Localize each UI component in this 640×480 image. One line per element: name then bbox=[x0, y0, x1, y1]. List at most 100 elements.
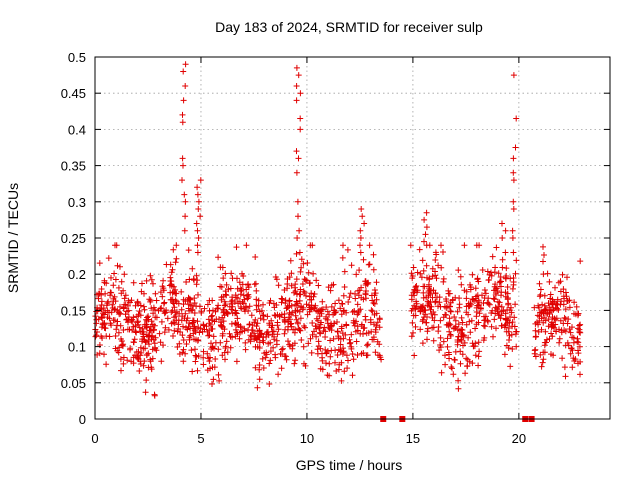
data-point bbox=[575, 360, 581, 367]
data-point bbox=[156, 330, 163, 337]
data-point bbox=[270, 344, 277, 351]
data-point bbox=[475, 362, 482, 369]
data-point bbox=[242, 339, 249, 346]
y-tick-labels: 0 0.05 0.1 0.15 0.2 0.25 0.3 0.35 0.4 0.45 0.5 bbox=[61, 50, 86, 427]
data-point bbox=[467, 301, 474, 308]
data-point bbox=[345, 357, 351, 364]
data-point bbox=[512, 301, 519, 308]
data-point bbox=[354, 352, 361, 358]
data-point bbox=[99, 335, 106, 341]
data-point bbox=[298, 303, 305, 310]
data-point bbox=[433, 275, 440, 282]
data-point bbox=[192, 352, 199, 359]
data-point bbox=[437, 303, 444, 310]
data-point bbox=[443, 296, 449, 302]
data-point bbox=[308, 290, 315, 297]
data-point bbox=[170, 246, 177, 253]
data-point bbox=[234, 315, 241, 322]
data-point bbox=[105, 255, 112, 262]
data-point bbox=[204, 301, 211, 308]
data-point bbox=[117, 356, 124, 363]
data-point bbox=[331, 320, 338, 327]
data-point bbox=[157, 289, 164, 296]
data-point bbox=[118, 338, 125, 344]
x-tick-label: 20 bbox=[512, 431, 526, 446]
data-point bbox=[446, 351, 452, 358]
data-point bbox=[414, 287, 421, 294]
data-point bbox=[344, 246, 351, 253]
data-point bbox=[96, 350, 103, 357]
data-point bbox=[115, 329, 122, 336]
data-point bbox=[536, 293, 543, 300]
data-point bbox=[373, 322, 380, 329]
data-point bbox=[352, 328, 359, 335]
data-point bbox=[124, 302, 131, 309]
data-point bbox=[233, 244, 240, 251]
data-point bbox=[370, 251, 377, 258]
data-point bbox=[118, 367, 124, 374]
data-point bbox=[137, 361, 144, 367]
data-point bbox=[182, 350, 189, 357]
data-point bbox=[315, 317, 321, 324]
data-point bbox=[188, 347, 195, 354]
data-point bbox=[240, 292, 247, 299]
x-tick-labels: 0 5 10 15 20 bbox=[91, 431, 526, 446]
data-point bbox=[316, 325, 323, 332]
data-point bbox=[266, 381, 273, 387]
data-point bbox=[286, 341, 293, 348]
data-point bbox=[245, 308, 252, 314]
data-point bbox=[194, 227, 201, 234]
data-point bbox=[447, 308, 454, 315]
data-point bbox=[132, 302, 139, 309]
data-point bbox=[470, 343, 477, 349]
data-point bbox=[245, 336, 252, 343]
data-point bbox=[309, 242, 316, 249]
data-point bbox=[295, 213, 301, 220]
data-point bbox=[376, 324, 383, 331]
data-point bbox=[328, 282, 335, 289]
data-point bbox=[236, 298, 243, 305]
data-point bbox=[489, 253, 496, 260]
data-point bbox=[294, 198, 301, 205]
data-point bbox=[427, 291, 434, 298]
data-point bbox=[206, 358, 213, 365]
data-point bbox=[467, 286, 474, 293]
data-point bbox=[309, 320, 316, 326]
data-point bbox=[293, 250, 300, 257]
data-point bbox=[472, 325, 479, 332]
x-tick-label: 5 bbox=[197, 431, 204, 446]
data-point bbox=[486, 301, 493, 308]
data-point bbox=[540, 258, 546, 265]
data-point bbox=[407, 242, 414, 249]
data-point bbox=[306, 280, 313, 287]
data-point bbox=[562, 373, 569, 380]
data-point bbox=[237, 304, 244, 310]
data-point bbox=[180, 346, 187, 353]
data-point bbox=[160, 277, 167, 284]
data-point bbox=[215, 254, 222, 261]
data-point bbox=[423, 319, 430, 326]
data-point bbox=[148, 336, 155, 343]
data-point bbox=[194, 184, 201, 191]
data-point bbox=[301, 276, 308, 283]
data-point bbox=[542, 328, 549, 335]
data-point bbox=[263, 333, 270, 340]
data-point bbox=[455, 267, 462, 274]
data-point bbox=[94, 308, 101, 315]
data-point bbox=[144, 324, 150, 331]
x-axis-label: GPS time / hours bbox=[296, 457, 403, 473]
data-point bbox=[191, 310, 198, 316]
data-point bbox=[541, 252, 547, 258]
data-point bbox=[118, 278, 125, 285]
data-point bbox=[134, 353, 141, 360]
data-point bbox=[288, 270, 295, 277]
data-point bbox=[157, 305, 164, 312]
data-point bbox=[429, 273, 436, 280]
data-point bbox=[576, 322, 583, 329]
data-point bbox=[191, 300, 198, 306]
data-point bbox=[373, 310, 380, 317]
data-point bbox=[93, 320, 100, 327]
data-point bbox=[338, 325, 345, 332]
data-point bbox=[493, 244, 500, 251]
data-point bbox=[438, 369, 445, 376]
